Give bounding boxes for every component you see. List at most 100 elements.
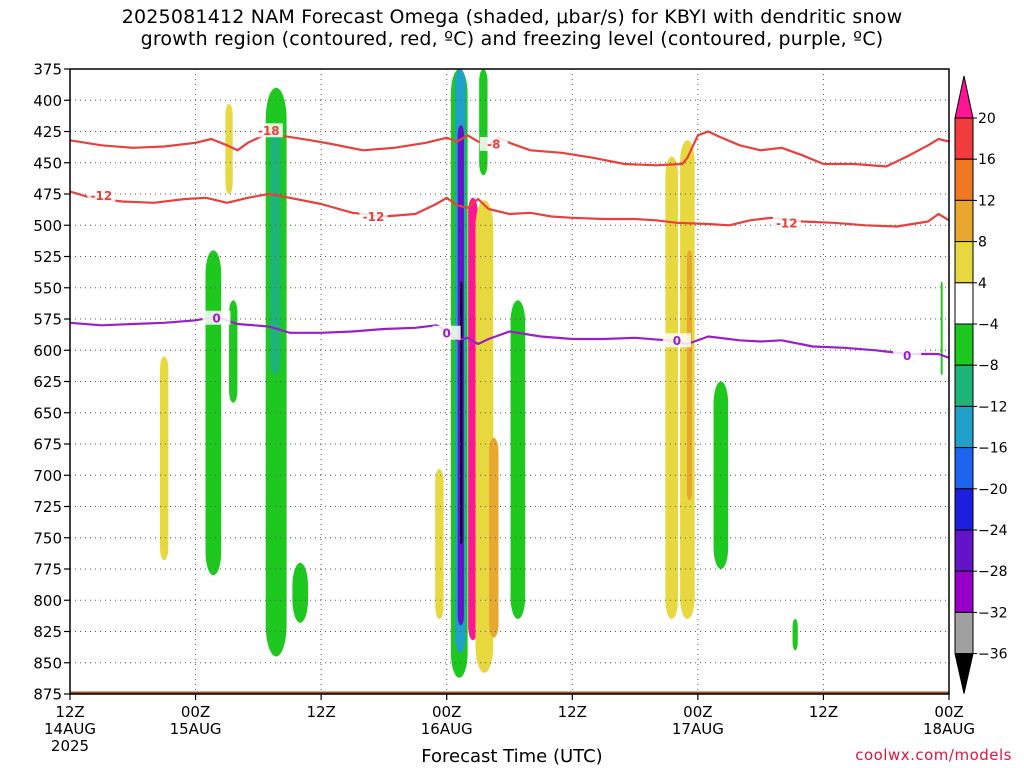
colorbar-top-triangle	[954, 75, 974, 119]
x-tick-label-60-0: 00Z	[683, 703, 712, 721]
colorbar-label-1: 16	[978, 152, 996, 168]
contour-label-2-3: 0	[903, 349, 911, 363]
colorbar-label-8: −16	[978, 441, 1008, 457]
omega-region-19	[686, 250, 693, 501]
x-tick-label-48-0: 12Z	[558, 703, 587, 721]
x-tick-label-60-1: 17AUG	[672, 720, 724, 738]
colorbar-box-7	[954, 364, 974, 407]
y-tick-label-550: 550	[33, 279, 62, 297]
y-tick-label-800: 800	[33, 592, 62, 610]
x-tick-label-36-0: 00Z	[432, 703, 461, 721]
contour-label-bg-2-1	[432, 325, 461, 340]
y-tick-label-475: 475	[33, 186, 62, 204]
y-tick-label-825: 825	[33, 623, 62, 641]
y-tick-label-450: 450	[33, 154, 62, 172]
contour-label-bg-0-0	[254, 123, 283, 138]
x-tick-label-72-0: 12Z	[809, 703, 838, 721]
colorbar-box-10	[954, 488, 974, 531]
omega-region-6	[292, 562, 309, 623]
colorbar-bottom-triangle	[954, 653, 974, 694]
colorbar-box-8	[954, 405, 974, 449]
y-tick-label-625: 625	[33, 373, 62, 391]
colorbar-label-12: −32	[978, 605, 1008, 621]
x-tick-label-0-1: 14AUG	[44, 720, 96, 738]
contour-label-0-1: -8	[487, 138, 500, 152]
chart-title-line2: growth region (contoured, red, ºC) and f…	[140, 28, 884, 50]
contour-label-bg-1-1	[359, 209, 388, 224]
contour-line-2	[70, 315, 949, 359]
x-tick-label-24-0: 12Z	[306, 703, 335, 721]
omega-region-1	[225, 104, 233, 194]
contour-label-1-1: -12	[363, 210, 385, 224]
y-tick-label-850: 850	[33, 654, 62, 672]
x-tick-label-12-0: 00Z	[181, 703, 210, 721]
colorbar-label-2: 12	[978, 193, 996, 209]
y-tick-label-575: 575	[33, 311, 62, 329]
colorbar-label-11: −28	[978, 564, 1008, 580]
omega-region-12	[468, 197, 478, 641]
contour-label-0-0: -18	[258, 124, 280, 138]
x-tick-label-12-1: 15AUG	[170, 720, 222, 738]
contour-label-1-0: -12	[91, 189, 113, 203]
x-axis-title: Forecast Time (UTC)	[421, 746, 603, 767]
omega-region-11	[460, 281, 463, 544]
omega-region-0	[159, 356, 169, 561]
chart-title: 2025081412 NAM Forecast Omega (shaded, μ…	[0, 6, 1024, 50]
contour-label-bg-1-0	[87, 188, 116, 203]
y-tick-label-375: 375	[33, 61, 62, 79]
omega-region-14	[479, 69, 488, 176]
colorbar-box-5	[954, 282, 974, 325]
site-credit[interactable]: coolwx.com/models	[855, 746, 1012, 764]
colorbar-label-5: −4	[978, 317, 999, 333]
contour-label-bg-2-2	[662, 333, 691, 348]
x-tick-label-0-2: 2025	[51, 737, 89, 755]
colorbar-box-2	[954, 158, 974, 201]
y-tick-label-700: 700	[33, 467, 62, 485]
y-tick-label-600: 600	[33, 342, 62, 360]
omega-region-5	[269, 125, 281, 376]
x-tick-label-84-0: 00Z	[934, 703, 963, 721]
colorbar-label-9: −20	[978, 482, 1008, 498]
colorbar-label-7: −12	[978, 399, 1008, 415]
y-tick-label-525: 525	[33, 248, 62, 266]
x-tick-label-84-1: 18AUG	[923, 720, 975, 738]
omega-region-22	[940, 281, 943, 376]
colorbar-box-6	[954, 323, 974, 366]
colorbar-label-6: −8	[978, 358, 999, 374]
colorbar-label-0: 20	[978, 111, 996, 127]
colorbar-label-4: 4	[978, 276, 987, 292]
contour-label-bg-2-0	[202, 310, 231, 325]
y-tick-label-675: 675	[33, 436, 62, 454]
terrain-band	[70, 691, 949, 694]
contour-label-1-2: -12	[776, 216, 798, 230]
colorbar-label-3: 8	[978, 235, 987, 251]
colorbar-box-9	[954, 447, 974, 490]
omega-region-2	[205, 250, 222, 576]
x-tick-label-36-1: 16AUG	[421, 720, 473, 738]
y-tick-label-650: 650	[33, 404, 62, 422]
colorbar-box-12	[954, 570, 974, 613]
contour-label-2-2: 0	[673, 334, 681, 348]
y-tick-label-425: 425	[33, 123, 62, 141]
omega-region-16	[510, 300, 526, 619]
colorbar-label-13: −36	[978, 647, 1008, 663]
contour-label-2-1: 0	[443, 326, 451, 340]
colorbar-box-4	[954, 241, 974, 284]
contour-label-2-0: 0	[212, 311, 220, 325]
colorbar-box-3	[954, 199, 974, 243]
y-tick-label-750: 750	[33, 529, 62, 547]
colorbar-box-11	[954, 529, 974, 572]
y-tick-label-875: 875	[33, 686, 62, 704]
omega-region-7	[435, 469, 444, 619]
y-tick-label-725: 725	[33, 498, 62, 516]
colorbar-label-10: −24	[978, 523, 1008, 539]
omega-region-17	[665, 156, 678, 619]
omega-region-15	[489, 437, 499, 638]
contour-label-bg-0-1	[479, 137, 508, 151]
contour-label-bg-2-3	[893, 348, 922, 363]
y-tick-label-775: 775	[33, 561, 62, 579]
omega-region-21	[792, 619, 798, 651]
y-tick-label-400: 400	[33, 92, 62, 110]
plot-area	[70, 69, 949, 694]
